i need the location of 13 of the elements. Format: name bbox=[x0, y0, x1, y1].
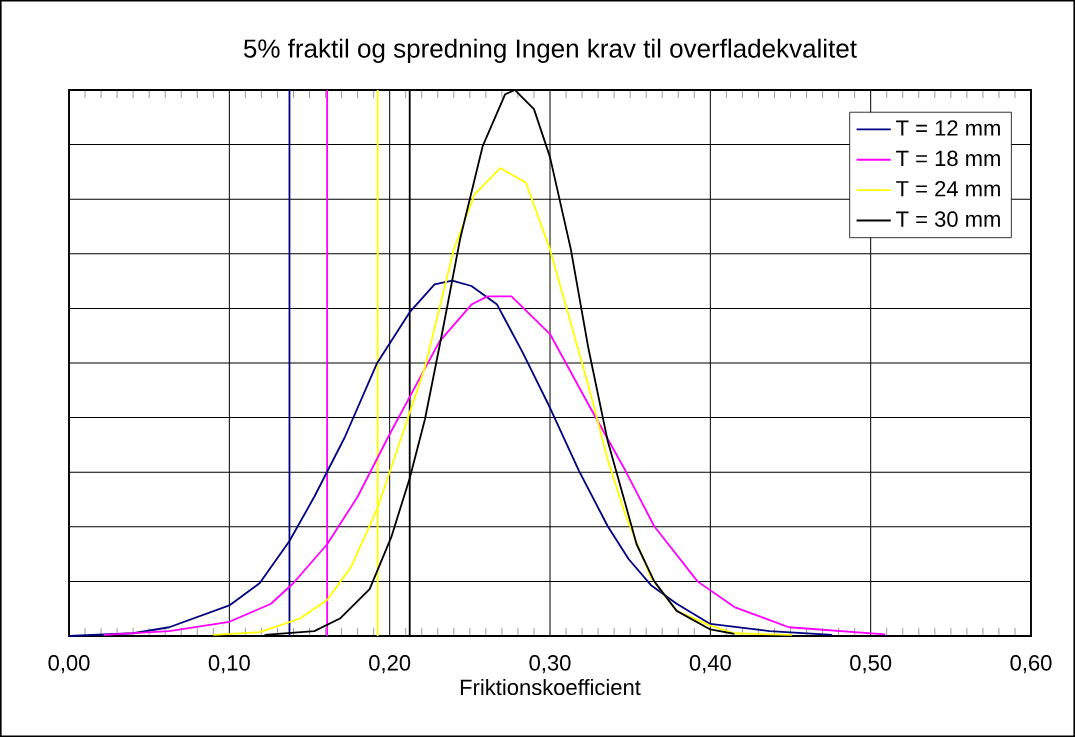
legend-label: T = 30 mm bbox=[896, 211, 1000, 227]
legend-label: T = 12 mm bbox=[896, 120, 1000, 136]
x-tick-label: 0,10 bbox=[208, 655, 250, 674]
x-tick-label: 0,30 bbox=[529, 655, 571, 674]
x-tick-label: 0,00 bbox=[48, 655, 90, 674]
x-tick-label: 0,40 bbox=[689, 655, 731, 674]
legend-label: T = 24 mm bbox=[896, 180, 1000, 197]
x-tick-label: 0,50 bbox=[850, 655, 892, 674]
x-tick-label: 0,60 bbox=[1010, 655, 1052, 674]
x-tick-label: 0,20 bbox=[369, 655, 411, 674]
x-axis-title: Friktionskoefficient bbox=[460, 678, 641, 696]
legend-label: T = 18 mm bbox=[896, 150, 1000, 167]
chart-title: 5% fraktil og spredning Ingen krav til overfladekvalitet bbox=[243, 38, 857, 63]
